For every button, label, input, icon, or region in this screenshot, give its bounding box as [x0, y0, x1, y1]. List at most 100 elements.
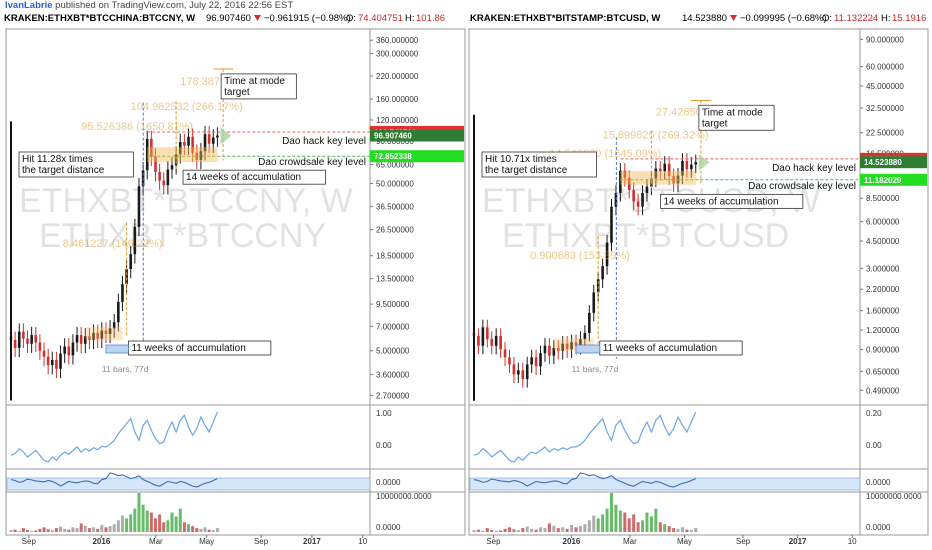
candle-body: [539, 353, 542, 367]
last-price: 14.523880: [682, 13, 727, 24]
volume-bar: [494, 530, 498, 532]
candle-body: [67, 346, 71, 356]
x-tick-label: 2017: [303, 537, 321, 546]
volume-bar: [191, 526, 195, 532]
candle-body: [499, 335, 502, 350]
volume-bar: [552, 525, 556, 532]
accumulation-14-note: 14 weeks of accumulation: [660, 193, 804, 209]
volume-bar: [75, 528, 79, 532]
candles: [9, 125, 219, 379]
price-tag-label: 14.523880: [864, 158, 902, 167]
open-value: 11.132224: [834, 13, 878, 24]
volume-bar: [63, 528, 67, 532]
x-tick-label: Sep: [254, 537, 269, 546]
x-tick-label: 2016: [92, 537, 110, 546]
candle-body: [195, 152, 199, 160]
volume-bar: [601, 514, 605, 532]
volume-bar: [54, 528, 58, 532]
candle-body: [88, 336, 91, 340]
volume-bar: [543, 528, 547, 532]
candle-body: [654, 168, 658, 179]
volume-bar: [476, 529, 480, 532]
down-triangle-icon: [730, 15, 737, 21]
volume-bar: [658, 522, 662, 532]
candle-body: [203, 134, 207, 152]
accumulation-11-note-text: 11 weeks of accumulation: [603, 343, 717, 354]
volume-bar: [141, 504, 145, 532]
hit-target-note-frame: [481, 151, 597, 178]
time-target-note-frame: [698, 104, 775, 131]
volume-bar: [83, 525, 87, 532]
volume-bar: [145, 510, 149, 532]
candle-body: [216, 135, 219, 138]
candle-body: [174, 154, 178, 166]
volume-bar: [207, 529, 211, 532]
y-tick-label: 60.000000: [866, 63, 904, 72]
author-link[interactable]: IvanLabrie: [5, 0, 53, 11]
y-tick-label: 3.600000: [376, 371, 410, 380]
candle-body: [199, 151, 203, 160]
volume-bar: [614, 504, 618, 532]
range-marker: [105, 344, 129, 354]
y-tick-label: 50.000000: [376, 180, 414, 189]
x-tick-label: May: [199, 537, 214, 546]
volume-bar: [170, 512, 174, 532]
volume-bar: [649, 516, 653, 532]
projection-arrow: [698, 154, 710, 171]
volume-bar: [166, 520, 170, 532]
price-tag-label: 72.852338: [374, 152, 412, 161]
volume-bar: [596, 518, 600, 532]
volume-bar: [654, 508, 658, 532]
candle-body: [71, 342, 75, 356]
volume-bar: [108, 526, 112, 532]
hit-target-note-frame: [18, 151, 134, 178]
x-tick-label: 10: [848, 537, 857, 546]
candle-body: [129, 254, 133, 270]
candle-body: [663, 163, 667, 172]
high-value: 15.1916: [892, 13, 926, 24]
y-tick-label: 6.000000: [866, 218, 900, 227]
volume-bar: [100, 524, 104, 532]
volume-bar: [583, 524, 587, 532]
volume-bar: [199, 528, 203, 532]
watermark-line2: ETHXBT*BTCUSD: [502, 217, 789, 255]
volume-bar: [672, 528, 676, 532]
candle-body: [681, 160, 684, 176]
volume-bar: [67, 529, 71, 532]
volume-bar: [203, 527, 207, 532]
volume-bar: [570, 524, 574, 532]
candle-body: [117, 301, 120, 323]
key-level-label: Dao hack key level: [772, 163, 856, 174]
volume-bar: [174, 516, 178, 532]
candle-body: [490, 339, 494, 346]
y-tick-label: 90.000000: [866, 35, 904, 44]
candle-body: [672, 176, 675, 184]
volume-bar: [627, 518, 631, 532]
candle-body: [104, 330, 108, 334]
candle-body: [601, 266, 604, 280]
candle-body: [79, 335, 83, 344]
candle-body: [166, 169, 170, 186]
candle-body: [525, 364, 529, 379]
price-tag: 96.907460: [370, 129, 464, 142]
candle-body: [150, 138, 153, 157]
volume-bar: [30, 530, 34, 532]
accumulation-box-14: [147, 147, 218, 163]
y-tick-label: 0.490000: [866, 386, 900, 395]
accumulation-11-note-text: 11 weeks of accumulation: [131, 343, 245, 354]
volume-bar: [13, 529, 17, 532]
time-target-note-text: Time at mode: [702, 107, 763, 118]
measure-label-2: 104.982532 (266.17%): [131, 101, 243, 113]
candle-body: [570, 342, 573, 350]
measure-label-2: 15.899825 (269.32%): [603, 130, 709, 142]
y-tick-label: 7.000000: [376, 322, 410, 331]
candle-body: [517, 370, 520, 375]
candle-body: [690, 164, 693, 170]
y-tick-label: 1.200000: [866, 326, 900, 335]
volume-bar: [71, 527, 75, 532]
volume-bar: [578, 526, 582, 532]
osc-tick-label: 1.00: [376, 409, 392, 418]
volume-bar: [120, 515, 124, 532]
